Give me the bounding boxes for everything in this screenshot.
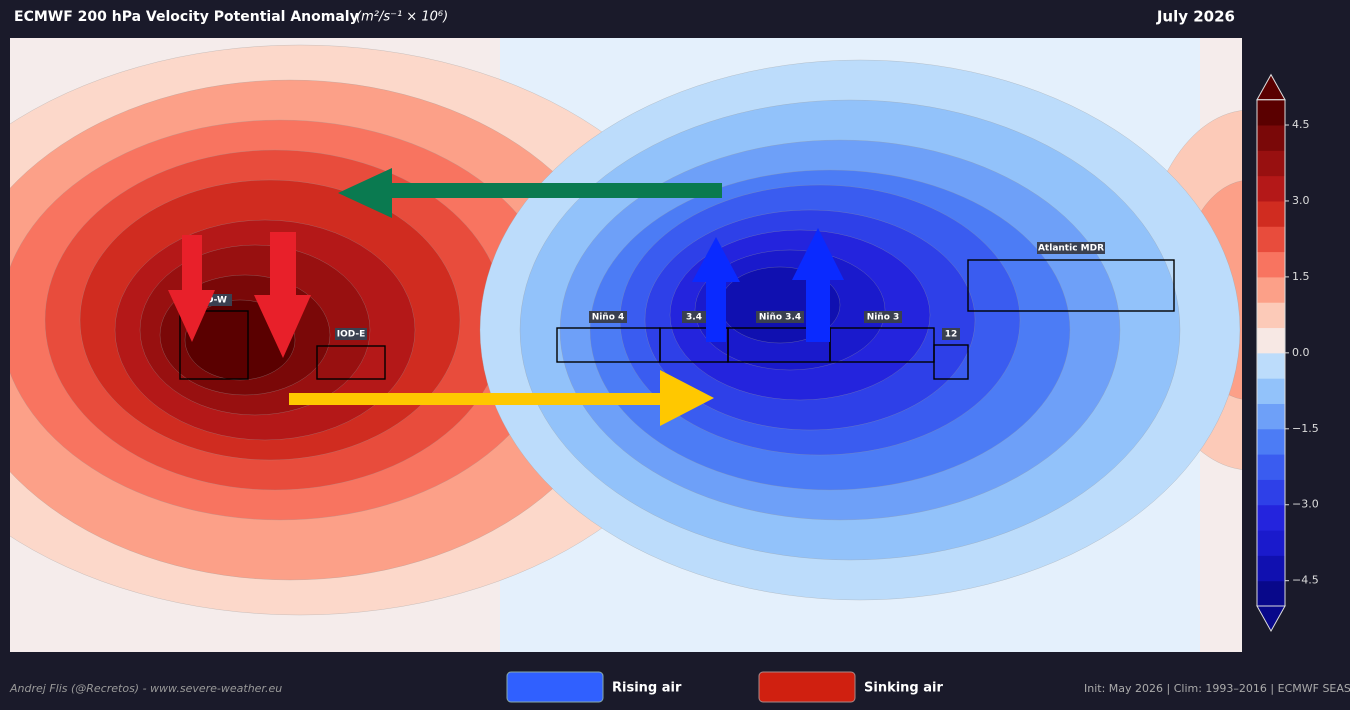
legend-label: Sinking air — [864, 681, 943, 696]
colorbar-segment — [1257, 352, 1285, 379]
region-label: 3.4 — [686, 313, 702, 323]
colorbar-tick-label: −4.5 — [1292, 574, 1319, 587]
colorbar-segment — [1257, 276, 1285, 303]
title: ECMWF 200 hPa Velocity Potential Anomaly — [14, 9, 359, 25]
region-label: Atlantic MDR — [1038, 244, 1104, 254]
colorbar-tick-label: 0.0 — [1292, 346, 1310, 359]
colorbar-segment — [1257, 555, 1285, 582]
colorbar-segment — [1257, 428, 1285, 455]
colorbar-tick-label: 4.5 — [1292, 118, 1310, 131]
region-label: 12 — [945, 330, 958, 340]
blue-arrow — [792, 228, 844, 342]
colorbar-segment — [1257, 378, 1285, 404]
yellow-arrow — [289, 370, 714, 426]
colorbar-segment — [1257, 125, 1285, 151]
legend-swatch — [506, 671, 604, 703]
colorbar-segment — [1257, 454, 1285, 480]
legend-swatch — [758, 671, 856, 703]
colorbar-tick-label: 3.0 — [1292, 194, 1310, 207]
legend-label: Rising air — [612, 681, 682, 696]
region-label: IOD-E — [337, 330, 366, 340]
colorbar-tick-label: 1.5 — [1292, 270, 1310, 283]
date: July 2026 — [1156, 8, 1235, 26]
colorbar-segment — [1257, 403, 1285, 430]
region-label: Niño 3.4 — [759, 313, 801, 323]
colorbar-segment — [1257, 479, 1285, 506]
colorbar-segment — [1257, 302, 1285, 329]
colorbar-segment — [1257, 200, 1285, 227]
credit: Andrej Flis (@Recretos) - www.severe-wea… — [9, 682, 282, 695]
colorbar-segment — [1257, 580, 1285, 607]
green-arrow — [338, 168, 722, 218]
region-label: Niño 4 — [592, 313, 625, 323]
colorbar-tick-label: −3.0 — [1292, 498, 1319, 511]
colorbar-segment — [1257, 327, 1285, 354]
colorbar-extend — [1256, 605, 1286, 633]
region-label: IOD-W — [195, 296, 227, 306]
map: IOD-W IOD-E Niño 4 3.4 Niño 3.4 Niño 3 1… — [10, 38, 1242, 652]
colorbar: 4.5 3.0 1.5 0.0 −1.5 −3.0 −4.5 — [1256, 73, 1319, 633]
colorbar-segment — [1257, 530, 1285, 556]
colorbar-segment — [1257, 226, 1285, 253]
colorbar-segment — [1257, 150, 1285, 177]
red-arrow — [254, 232, 311, 358]
colorbar-extend — [1256, 73, 1286, 101]
colorbar-segment — [1257, 504, 1285, 531]
red-arrow — [168, 235, 215, 342]
info: Init: May 2026 | Clim: 1993–2016 | ECMWF… — [1084, 682, 1350, 695]
colorbar-tick-label: −1.5 — [1292, 422, 1319, 435]
region-label: Niño 3 — [867, 313, 900, 323]
colorbar-segment — [1257, 99, 1285, 126]
colorbar-segment — [1257, 175, 1285, 202]
blue-arrow — [692, 237, 740, 342]
colorbar-segment — [1257, 251, 1285, 278]
units: (m²/s⁻¹ × 10⁶) — [356, 10, 448, 25]
